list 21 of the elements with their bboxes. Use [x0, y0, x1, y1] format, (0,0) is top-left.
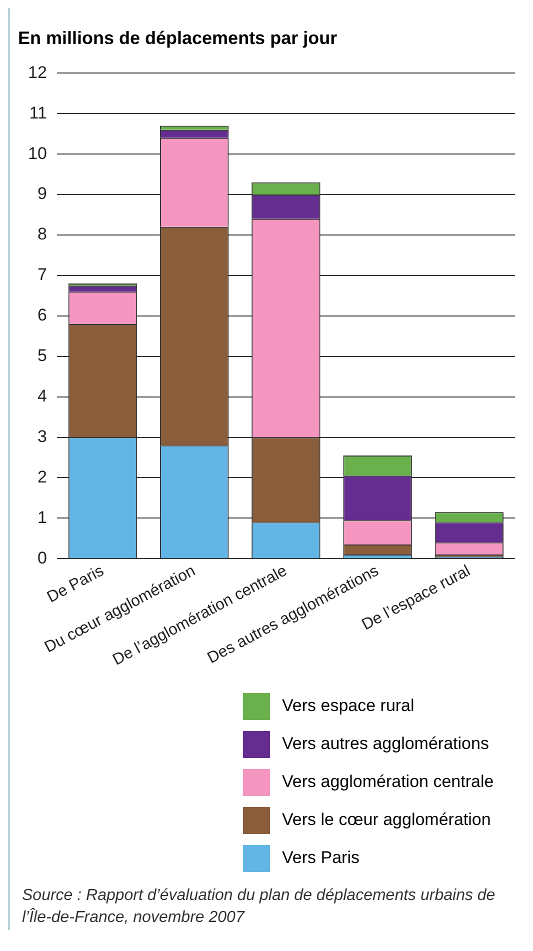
- chart-title: En millions de déplacements par jour: [18, 27, 338, 50]
- source-note: Source : Rapport d’évaluation du plan de déplacements urbains de l’Île-de-France, novembre 2007: [22, 886, 496, 928]
- y-tick-label: 1: [37, 508, 47, 527]
- y-tick-label: 7: [37, 265, 47, 284]
- y-tick-label: 10: [28, 144, 47, 163]
- y-tick-label: 11: [29, 103, 47, 122]
- y-tick-label: 9: [37, 184, 47, 204]
- legend-label: Vers Paris: [282, 848, 360, 868]
- y-tick-label: 0: [37, 548, 47, 568]
- y-tick-label: 6: [37, 306, 47, 325]
- legend-label: Vers agglomération centrale: [282, 772, 494, 792]
- y-tick-label: 8: [37, 224, 47, 244]
- y-tick-label: 3: [37, 426, 47, 446]
- x-tick-label: De Paris: [44, 562, 107, 606]
- y-tick-label: 12: [28, 62, 47, 82]
- legend-label: Vers autres agglomérations: [282, 734, 489, 754]
- legend-label: Vers le cœur agglomération: [282, 810, 491, 830]
- y-tick-label: 2: [37, 467, 47, 486]
- legend-label: Vers espace rural: [282, 696, 414, 716]
- y-tick-label: 5: [37, 346, 47, 366]
- y-tick-label: 4: [37, 386, 47, 406]
